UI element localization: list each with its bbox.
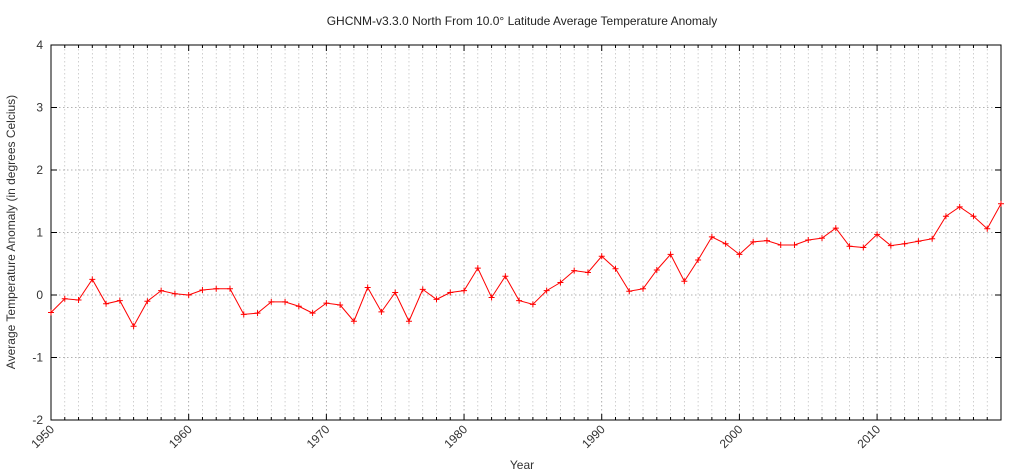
data-point [571,267,578,274]
data-point [695,257,702,263]
data-point [750,238,757,245]
data-point [364,284,371,291]
data-point [433,296,440,303]
data-point [171,290,178,297]
data-point [584,269,591,276]
data-point [130,323,137,330]
data-point [516,297,523,304]
data-point [543,287,550,294]
data-point [942,213,949,220]
data-point [832,225,839,232]
data-point [323,300,330,307]
data-point [791,242,798,248]
data-point [763,237,770,244]
data-point [557,279,564,286]
data-point [860,244,867,251]
data-point [736,251,743,258]
x-axis: 1950 1960 1970 1980 1990 2000 2010 [28,45,1002,451]
data-point [874,231,881,238]
series-line [50,203,1002,328]
data-point [185,292,192,298]
y-tick-label: 3 [36,101,43,115]
data-point [805,237,812,243]
data-point [199,287,206,293]
data-point [337,302,344,308]
data-point [819,235,826,242]
data-point [61,295,68,302]
data-point [708,233,715,240]
data-point [640,285,647,292]
data-point [268,298,275,305]
data-point [213,285,220,292]
data-point [998,200,1004,207]
data-point [103,300,110,307]
data-point [488,294,495,301]
data-point [970,213,977,220]
data-point [612,265,619,272]
data-point [309,310,316,317]
series-temperature-anomaly [48,200,1004,330]
x-tick-label: 2000 [717,422,746,451]
data-point [653,267,660,273]
y-tick-label: -1 [32,351,43,365]
data-point [722,240,729,247]
data-point [529,301,536,308]
y-axis-label: Average Temperature Anomaly (in degrees … [4,95,18,369]
x-axis-label: Year [510,458,534,472]
data-point [48,309,54,316]
data-point [667,251,674,258]
data-point [240,311,247,318]
y-tick-label: 4 [36,38,43,52]
data-point [405,318,412,325]
data-point [626,288,633,295]
data-point [777,242,784,248]
data-point [89,276,96,283]
y-tick-label: 2 [36,163,43,177]
data-point [282,298,289,305]
data-point [901,240,908,247]
y-tick-label: 1 [36,226,43,240]
data-point [598,253,605,260]
y-tick-label: -2 [32,413,43,427]
data-point [502,273,509,280]
chart-title: GHCNM-v3.3.0 North From 10.0° Latitude A… [327,14,718,28]
data-point [350,318,357,325]
data-point [461,287,468,294]
data-point [144,298,151,305]
x-tick-label: 2010 [854,422,883,451]
data-point [226,285,233,292]
x-tick-label: 1980 [441,422,470,451]
data-point [846,243,853,250]
plot-frame [50,44,1002,421]
grid [51,45,1001,420]
x-tick-label: 1960 [166,422,195,451]
data-point [75,297,82,303]
data-point [254,310,261,317]
data-point [956,203,963,210]
data-point [447,289,454,296]
y-tick-label: 0 [36,288,43,302]
y-axis: -2 -1 0 1 2 3 4 [32,38,1001,427]
data-point [295,303,302,310]
data-point [392,289,399,296]
data-point [158,287,165,294]
data-point [378,308,385,315]
data-point [681,278,688,285]
data-point [419,286,426,293]
data-point [984,225,991,232]
data-point [915,238,922,245]
x-tick-label: 1990 [579,422,608,451]
x-tick-label: 1970 [304,422,333,451]
data-point [116,297,123,304]
data-point [887,242,894,249]
data-point [474,265,481,272]
data-point [929,235,936,242]
